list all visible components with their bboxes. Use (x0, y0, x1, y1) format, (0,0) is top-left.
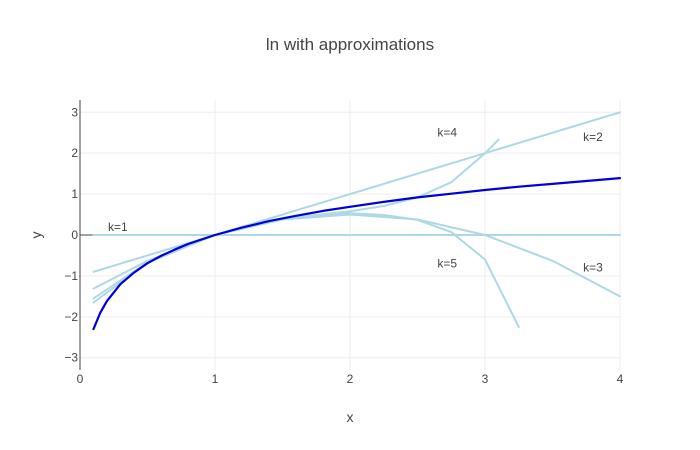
annotation-label: k=5 (437, 257, 457, 271)
x-tick-label: 0 (77, 372, 84, 386)
series-lines (92, 111, 622, 331)
x-axis-title: x (347, 409, 354, 425)
y-tick-label: −2 (64, 310, 78, 324)
y-tick-label: 1 (71, 187, 78, 201)
annotation-label: k=4 (437, 126, 457, 140)
x-tick-label: 3 (482, 372, 489, 386)
y-tick-label: −1 (64, 269, 78, 283)
x-tick-label: 1 (212, 372, 219, 386)
y-axis-title: y (28, 232, 44, 239)
annotation-label: k=2 (583, 130, 603, 144)
y-tick-label: −3 (64, 351, 78, 365)
y-tick-label: 2 (71, 146, 78, 160)
annotation-label: k=1 (108, 220, 128, 234)
x-tick-label: 4 (617, 372, 624, 386)
axes: 0 1 2 3 4 3 2 1 0 −1 −2 −3 (64, 100, 624, 386)
chart-title: ln with approximations (266, 35, 434, 54)
approximation-series-line (92, 111, 621, 273)
ln-series-line (92, 177, 622, 331)
annotations: k=1 k=2 k=3 k=4 k=5 (108, 126, 603, 275)
annotation-label: k=3 (583, 261, 603, 275)
x-tick-label: 2 (347, 372, 354, 386)
y-tick-label: 0 (71, 228, 78, 242)
gridlines (80, 100, 621, 370)
approximation-series-line (92, 213, 621, 298)
y-tick-label: 3 (71, 105, 78, 119)
approximation-series-line (92, 212, 520, 328)
